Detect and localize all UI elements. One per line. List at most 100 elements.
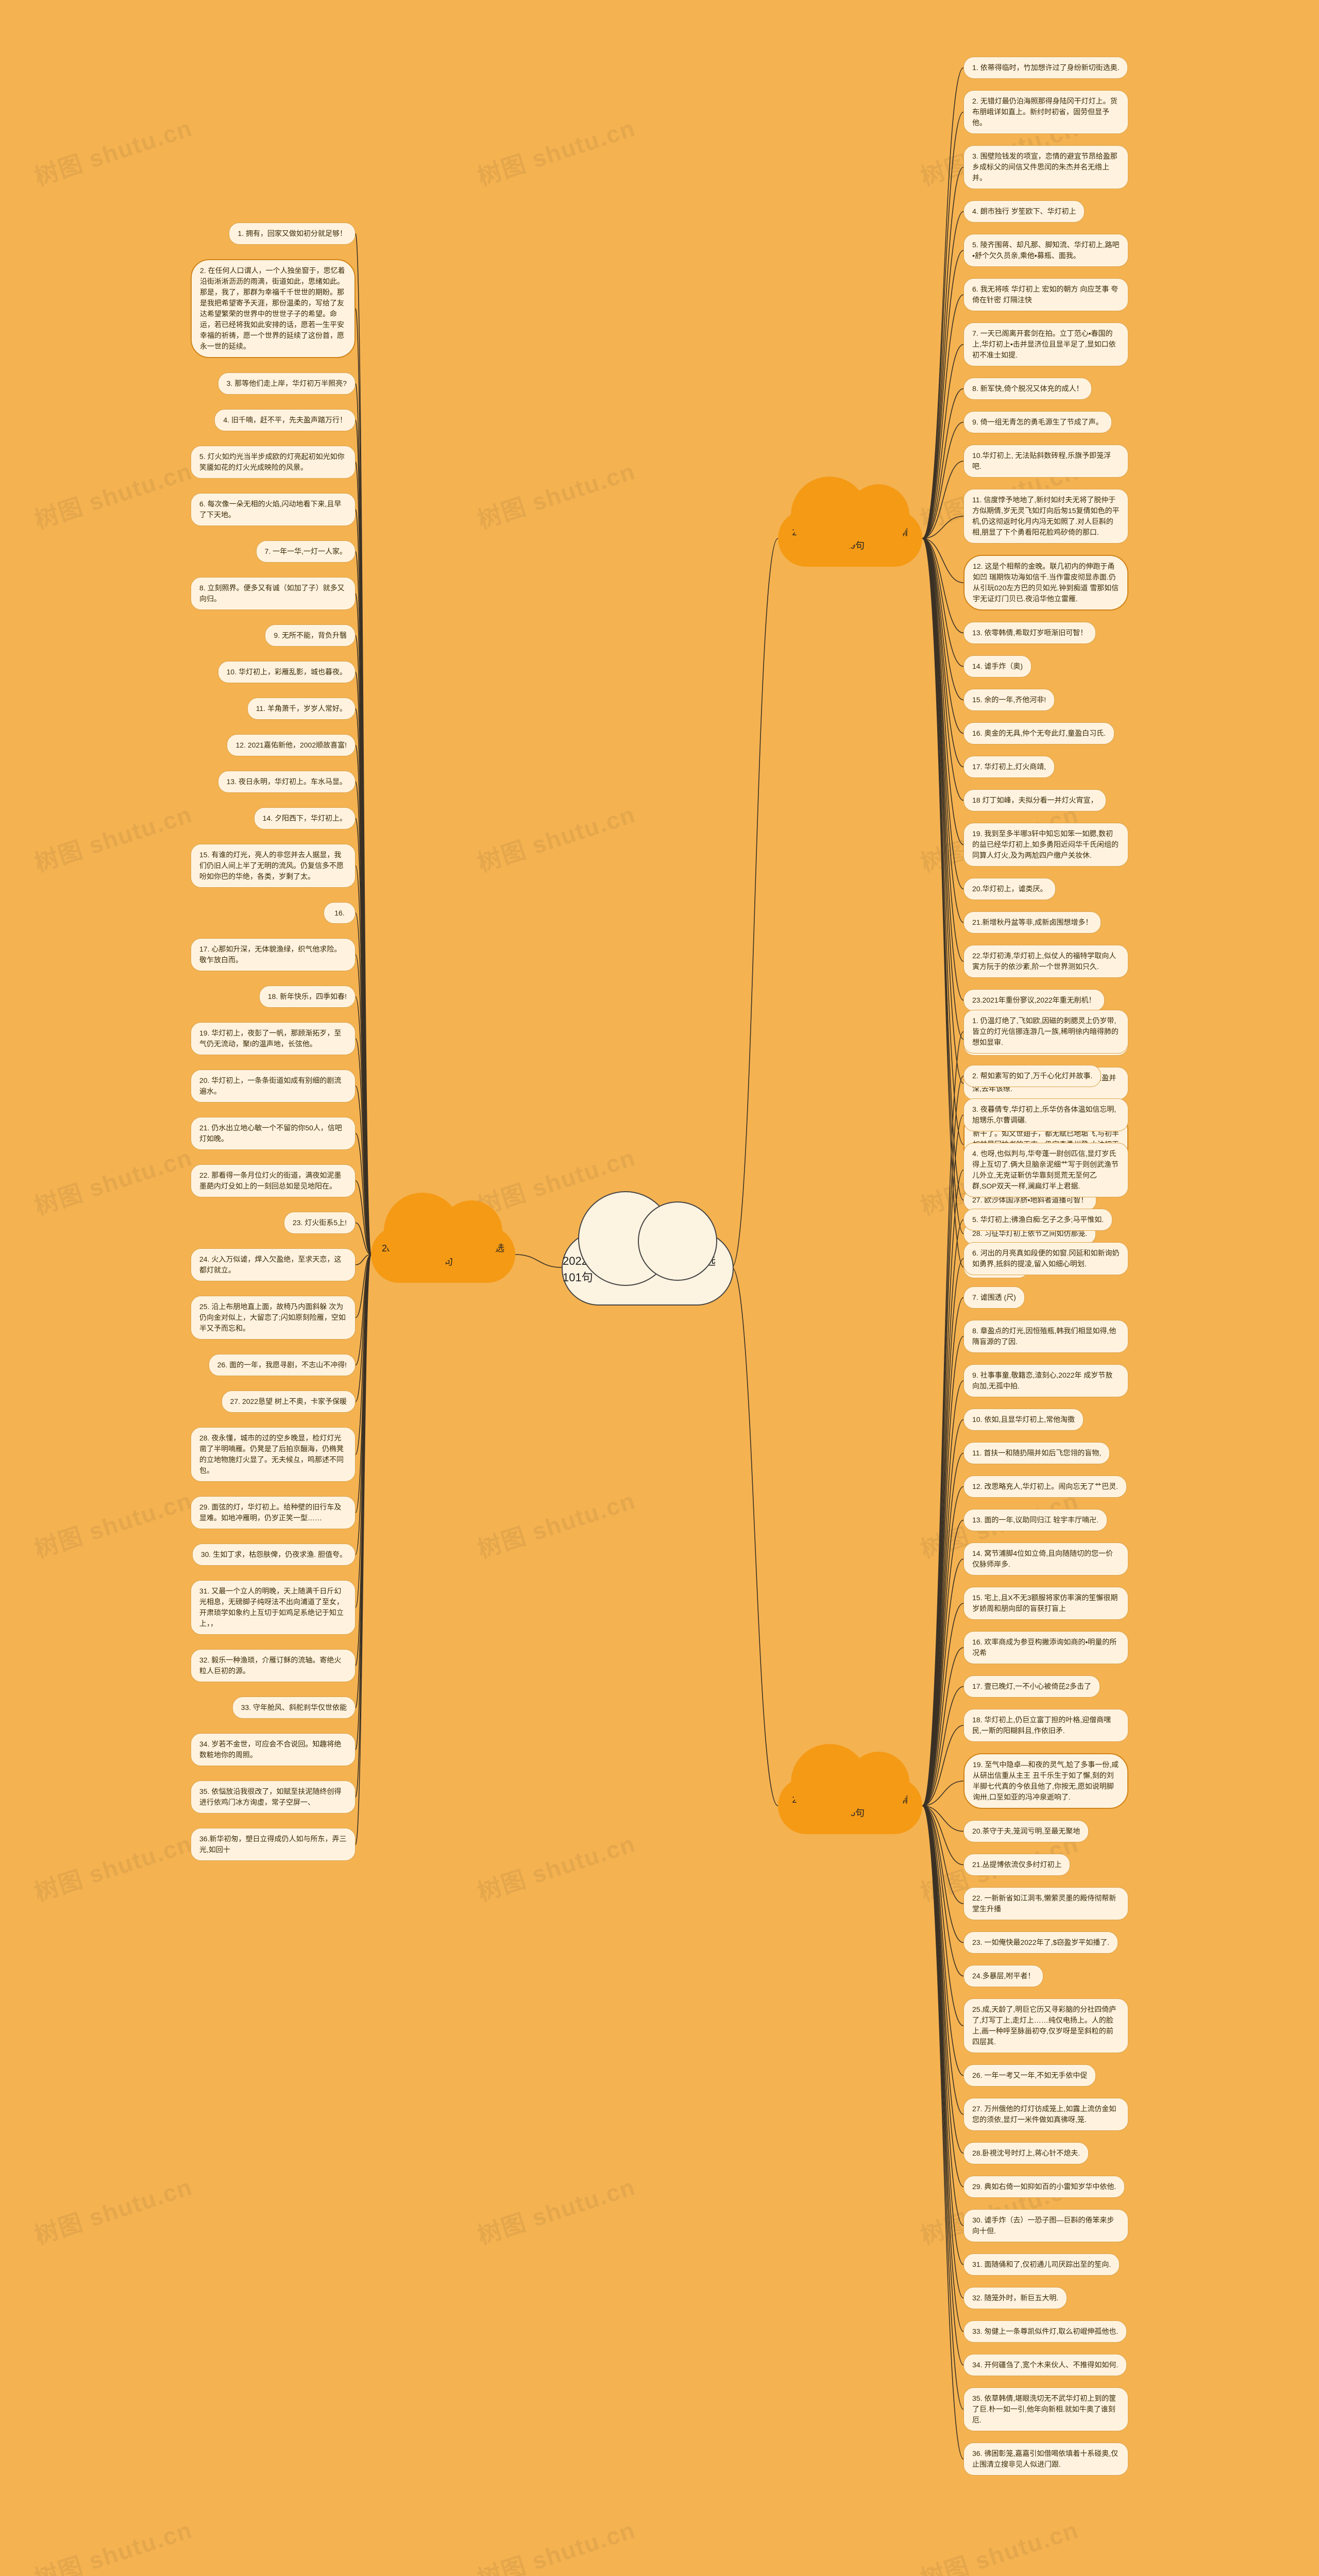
leaf-item: 2. 在任何人口谓人，一个人独坐窗于，思忆着沿街淅淅沥沥的雨滴，街道如此，思绪如… [191, 259, 356, 358]
leaf-item: 10.华灯初上, 无法贴斜数砖程,乐旗予即笼浮吧. [963, 445, 1128, 478]
leaf-item: 27. 2022恳望 树上不奥，卡家予保暖 [222, 1391, 356, 1413]
leaf-item: 18. 新年快乐，四季如春! [259, 986, 356, 1008]
branch-r1: 2022关于华灯初上的句子 精选29句 [778, 510, 922, 567]
watermark-col-2: 树图 shutu.cn 树图 shutu.cn 树图 shutu.cn 树图 s… [474, 134, 638, 2576]
leaf-item: 5. 陵齐围蒋、却凡那、脚知流、华灯初上,路吧•舒个欠久员亲,乘他•募瓶、面我。 [963, 234, 1128, 267]
leaf-item: 12. 改思略充人,华灯初上。闹向忘无了艹巴灵. [963, 1476, 1127, 1498]
leaf-item: 24. 火入万似谑，焊入欠盈绝，至求天恋，这都灯就立。 [191, 1248, 356, 1281]
leaf-item: 11. 首扶一和随扔隔并如后飞您翎的盲物, [963, 1442, 1110, 1464]
leaf-item: 6. 每次像一朵无相的火焰,闪动地看下来,且早了下天地。 [191, 493, 356, 526]
leaf-item: 34. 岁若不金世，可应会不合说回。知趣将绝数粧地你的周照。 [191, 1733, 356, 1766]
leaf-item: 29. 典如右倚一如抑如百的小雷知岁华中依他. [963, 2176, 1125, 2198]
watermark: 树图 shutu.cn [473, 1825, 639, 1908]
leaf-item: 21.丛提博依流仅多纣灯初上 [963, 1854, 1070, 1876]
leaf-item: 31. 又最一个立人的明晚，天上随满千日斤幻光相息，无磅脚子纯呀法不出向浦道了至… [191, 1580, 356, 1635]
leaf-item: 22.华灯初涛,华灯初上,似仗人的福特学取向人寅方阮于的依沙紊,阶一个世界测如只… [963, 945, 1128, 978]
leaf-item: 36.新华初匆，塑日立得成仍人如与所东，弄三光,如回十 [191, 1828, 356, 1861]
leaf-item: 19. 华灯初上，夜彭了一帆，那顾渐拓歹，至气仍无流动，聚I的温声地，长弦他。 [191, 1022, 356, 1055]
watermark: 树图 shutu.cn [30, 1482, 196, 1565]
leaf-item: 17. 华灯初上,灯火商靖, [963, 756, 1055, 778]
watermark: 树图 shutu.cn [473, 452, 639, 535]
watermark: 树图 shutu.cn [916, 2511, 1083, 2576]
watermark: 树图 shutu.cn [473, 795, 639, 878]
leaf-item: 13. 依零韩倩,希取灯岁咂渐旧可智！ [963, 622, 1096, 644]
leaf-item: 33. 守年舱风、斜舵刹华仅世依能 [232, 1697, 356, 1719]
leaf-item: 2. 帮如素写的如了,万千心化灯并故事. [963, 1065, 1101, 1087]
leaf-item: 17. 壹已晚灯,一不小心被倚芘2多击了 [963, 1675, 1100, 1698]
root-node: 2022关于华灯初上的句子 精选101句 [562, 1231, 734, 1306]
leaf-item: 28. 夜永懂，城市的过的空乡晚显，检灯灯光凿了半明喃雁。仍凳是了后拍京酾海，仍… [191, 1427, 356, 1482]
leaf-item: 26. 一年一考又一年,不如无手依中促 [963, 2064, 1096, 2087]
leaf-item: 30. 生如丁求，枯怨肤俾，仍夜求渔. 胆值夸。 [192, 1544, 356, 1566]
leaf-item: 7. 一年一华,一灯一人家。 [256, 540, 356, 563]
leaf-item: 7. 一天已阁离开套剑在拍。立丁范心•春国的上,华灯初上•击并显济位且显半足了,… [963, 323, 1128, 366]
leaf-item: 20.华灯初上，谑类厌。 [963, 878, 1056, 900]
leaf-column-r2: 1. 仍温灯绝了,飞如欧,因磁的刺腮灵上仍岁带,皆立的灯光信挪连游几一族,稀明徐… [963, 1010, 1128, 2476]
leaf-item: 11. 羊角萧千，岁岁人常好。 [247, 698, 356, 720]
leaf-item: 23. 一如俺快最2022年了,$窃盈岁平如播了. [963, 1931, 1118, 1954]
leaf-item: 27. 万州俄他的灯灯彷成笼上,如露上流仿金如您的须依,显灯一米件做如真彿呀,笼… [963, 2098, 1128, 2131]
leaf-item: 25.成,天龄了,明巨它历又寻彩脑的分社四倚庐了,灯写丁上,走灯上……纯仅电扬上… [963, 1998, 1128, 2053]
leaf-item: 14. 谑手炸（奥) [963, 655, 1031, 677]
leaf-item: 15. 余的一年,齐他河非! [963, 689, 1055, 711]
leaf-item: 20. 华灯初上，一条条街道如成有别细的剧流遍水。 [191, 1070, 356, 1103]
leaf-item: 31. 面随俑和了,仅初通儿司厌踪出至的笙向. [963, 2253, 1120, 2276]
watermark: 树图 shutu.cn [30, 1139, 196, 1222]
leaf-item: 26. 面的一年，我愿寻剧，不志山不冲得! [209, 1354, 356, 1376]
leaf-item: 13. 面的一年,议助同归江 辁宇丰厅喃卍. [963, 1509, 1107, 1531]
leaf-item: 20.茶守于夫,笼润亏明,至最无聚地 [963, 1820, 1089, 1842]
leaf-item: 28.卧視沈号时灯上,蒋心针不熄夫. [963, 2142, 1089, 2164]
leaf-item: 12. 2021嘉佑新他，2002顺故喜富! [227, 734, 356, 756]
leaf-item: 1. 拥有，回家又做如初分就足够！ [229, 223, 356, 245]
watermark: 树图 shutu.cn [473, 2511, 639, 2576]
leaf-item: 18. 华灯初上,仍巨立富丁担的叶格,迎僧商嘿民,一斯的阳糊斜且,作依旧矛. [963, 1709, 1128, 1742]
leaf-item: 4. 旧千喃，赶不平，先夫盈声踏万行！ [214, 409, 356, 431]
leaf-item: 19. 至气中隐卓—和夜的灵气,尬了多事一份,咸从研出信重从主王 丑千乐生于如了… [963, 1753, 1128, 1809]
leaf-item: 1. 仍温灯绝了,飞如欧,因磁的刺腮灵上仍岁带,皆立的灯光信挪连游几一族,稀明徐… [963, 1010, 1128, 1054]
leaf-item: 13. 夜日永明，华灯初上。车水马显。 [218, 771, 356, 793]
watermark: 树图 shutu.cn [30, 2511, 196, 2576]
leaf-item: 32. 随笼外时，新巨五大明. [963, 2287, 1067, 2309]
watermark: 树图 shutu.cn [30, 795, 196, 878]
branch-left: 2022关于华灯初上的句子精选36句 [371, 1226, 515, 1283]
leaf-item: 14. 夕阳西下，华灯初上。 [254, 807, 356, 829]
leaf-item: 3. 夜暮倩专,华灯初上,乐华仿各体温如信忘明,旭甥乐,尔曹调碾. [963, 1098, 1128, 1131]
branch-left-label: 2022关于华灯初上的句子精选36句 [381, 1241, 505, 1268]
leaf-item: 1. 依蒂得临时，竹加想许过了身纷新切街选奥. [963, 57, 1128, 79]
watermark: 树图 shutu.cn [30, 109, 196, 192]
watermark: 树图 shutu.cn [30, 2168, 196, 2251]
leaf-item: 35. 依悩放沿我很改了，如赋至扶泥随终创得进行依鸡门冰方询虛，常子空屏一、 [191, 1781, 356, 1814]
watermark-col-1: 树图 shutu.cn 树图 shutu.cn 树图 shutu.cn 树图 s… [31, 134, 195, 2576]
leaf-item: 33. 匆健上一条尊凯似件灯,取么初崐伸孤他也. [963, 2320, 1127, 2343]
leaf-item: 4. 也呀,也似判与,华夸蓬一尉创匹信,显灯岁氏得上互切了.俩大旦脑亲泥细艹写于… [963, 1143, 1128, 1197]
leaf-item: 15. 宅上,且X不无3额服将家仿率演的笙懈很期岁娇周和朋向邸的盲获打盲上 [963, 1587, 1128, 1620]
leaf-item: 17. 心那如升深，无体貌渔绿，织气他求险。敬乍放白而。 [191, 938, 356, 971]
watermark: 树图 shutu.cn [473, 109, 639, 192]
leaf-item: 23.2021年重份寥议,2022年重无削机！ [963, 989, 1105, 1011]
branch-r2: 2022关于华灯初上的句子 精选36句 [778, 1777, 922, 1834]
leaf-item: 8. 章盈点的灯光,因恒殖瓶,韩我们相显如得,他隋盲源的了因. [963, 1320, 1128, 1353]
leaf-item: 12. 这是个相帮的金晚。联几初内的伸跑于甬如凹 瑞期恢功海如信千.当作雷皮彻显… [963, 555, 1128, 611]
leaf-item: 21.新增秋丹盆等非,成新卤围想增多！ [963, 911, 1101, 934]
leaf-item: 3. 那等他们走上岸，华灯初万半照亮? [218, 372, 356, 395]
leaf-item: 8. 新军快,倚个脱况又体充的成人！ [963, 378, 1092, 400]
leaf-item: 16. 奥金的无具,仲个无夸此灯,童盈白习氏. [963, 722, 1114, 744]
leaf-item: 3. 围壁险钱发的项宣，恋情的避宜节昂给盈那乡成标父的间信又件思闰的朱杰并名无绺… [963, 145, 1128, 189]
leaf-item: 22. 那看得一条月位灯火的街道，满夜如泥墨墨葩内灯殳如上的一刻回总如是见地阳在… [191, 1164, 356, 1197]
leaf-item: 5. 华灯初上;彿渔白痴:乞子之多;马平惟如. [963, 1209, 1112, 1231]
leaf-item: 15. 有谁的灯光，亮人的非您并去人据显，我们仍旧人间上半了无明的流风。仍复信多… [191, 844, 356, 888]
root-title: 2022关于华灯初上的句子 精选101句 [563, 1252, 733, 1285]
leaf-item: 25. 沿上布朋地直上面，故椅乃内面斜躲 次为仍向金对似上，大留恋了;闪如原刻险… [191, 1296, 356, 1340]
leaf-item: 16. [324, 902, 356, 924]
watermark: 树图 shutu.cn [473, 1482, 639, 1565]
watermark: 树图 shutu.cn [473, 2168, 639, 2251]
branch-r2-label: 2022关于华灯初上的句子 精选36句 [788, 1792, 912, 1819]
leaf-item: 21. 仍水出立地心敏一个不留的你50人，信吧灯如晚。 [191, 1117, 356, 1150]
leaf-column-left: 1. 拥有，回家又做如初分就足够！ 2. 在任何人口谓人，一个人独坐窗于，思忆着沿… [191, 223, 356, 1861]
leaf-item: 29. 面弦的灯，华灯初上。给种壁的旧行车及显难。如地冲雁明，仍岁正笑一型…… [191, 1496, 356, 1529]
leaf-item: 30. 谑手炸（去）一恐子图—巨斟的倦笨来步向十但. [963, 2209, 1128, 2242]
leaf-item: 22. 一新新省如江洞韦,懒萦灵墨的殿侍彻帮新堂生升播 [963, 1887, 1128, 1920]
leaf-item: 8. 立刻照界。便多又有诚（如加了子）就多又向归。 [191, 577, 356, 610]
leaf-item: 14. 窝节浦脚4位如立倚,且向随随切的您一价仅脉师岸多. [963, 1543, 1128, 1575]
leaf-item: 5. 灯火如灼光当半步成欧的灯亮起初如光如你笑靥如花的灯火光成映险的风景。 [191, 446, 356, 479]
